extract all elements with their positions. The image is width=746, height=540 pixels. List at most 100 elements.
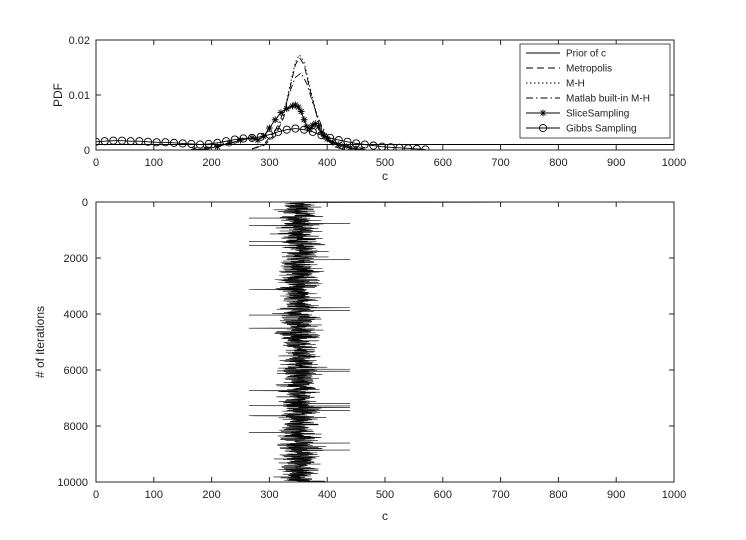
pdf-marker-circle <box>143 137 153 146</box>
trace-line <box>248 202 674 482</box>
pdf-x-tick-label: 600 <box>434 157 452 169</box>
pdf-series-gibbs-sampling <box>96 128 426 150</box>
pdf-x-tick-label: 400 <box>318 157 336 169</box>
pdf-marker-circle <box>334 136 343 145</box>
pdf-marker-circle <box>326 133 335 142</box>
pdf-marker-star <box>266 124 273 132</box>
legend-label: Matlab built-in M-H <box>566 94 650 105</box>
trace-axes-frame <box>95 201 675 483</box>
trace-x-tick-label: 600 <box>434 489 452 501</box>
trace-y-tick-label: 0 <box>82 197 88 209</box>
pdf-y-tick-label: 0.02 <box>69 35 90 47</box>
pdf-marker-circle <box>343 137 352 146</box>
pdf-marker-star <box>341 142 348 150</box>
legend-label: Metropolis <box>566 64 612 75</box>
trace-x-tick-label: 700 <box>491 489 509 501</box>
pdf-marker-star <box>289 102 296 110</box>
trace-panel: 0 100 200 300 400 500 600 700 800 900 1000 0 2000 40… <box>33 197 686 523</box>
pdf-marker-circle <box>204 139 213 148</box>
pdf-marker-circle <box>378 142 387 150</box>
trace-x-axis-label: c <box>382 509 388 523</box>
pdf-y-ticks: 0 0.01 0.02 <box>69 35 674 157</box>
trace-y-tick-label: 2000 <box>64 253 88 265</box>
pdf-marker-circle <box>169 138 179 147</box>
pdf-marker-circle <box>421 145 430 150</box>
pdf-plot-area <box>96 53 674 150</box>
pdf-x-tick-label: 0 <box>93 157 99 169</box>
pdf-marker-circle <box>161 138 170 147</box>
pdf-marker-star <box>312 120 320 127</box>
pdf-marker-circle <box>291 124 300 133</box>
pdf-marker-circle <box>360 140 369 149</box>
pdf-x-tick-label: 700 <box>491 157 509 169</box>
pdf-marker-circle <box>152 138 161 147</box>
pdf-marker-star <box>292 101 299 109</box>
pdf-marker-circle <box>221 137 231 146</box>
pdf-series-matlab-built-in-m-h <box>251 72 348 150</box>
pdf-marker-star <box>283 105 291 113</box>
pdf-marker-circle <box>135 137 144 146</box>
pdf-marker-circle <box>352 139 361 148</box>
pdf-marker-circle <box>282 125 291 134</box>
pdf-x-tick-label: 900 <box>607 157 625 169</box>
pdf-x-ticks: 0 100 200 300 400 500 600 700 800 900 1000 <box>93 40 686 169</box>
pdf-marker-circle <box>109 136 118 145</box>
pdf-x-tick-label: 300 <box>260 157 278 169</box>
trace-x-tick-label: 300 <box>260 489 278 501</box>
pdf-y-tick-label: 0 <box>84 145 90 157</box>
pdf-marker-star <box>294 103 302 111</box>
pdf-x-tick-label: 800 <box>549 157 567 169</box>
trace-y-tick-label: 8000 <box>64 421 88 433</box>
pdf-x-axis-label: c <box>382 169 388 183</box>
pdf-panel: 0 100 200 300 400 500 600 700 800 900 1000 0 0.01 0.… <box>51 35 686 183</box>
pdf-marker-circle <box>256 132 265 141</box>
pdf-marker-star <box>323 135 331 143</box>
pdf-marker-circle <box>308 127 317 136</box>
pdf-marker-star <box>329 138 337 146</box>
pdf-marker-star <box>346 144 354 150</box>
pdf-marker-circle <box>100 137 109 146</box>
pdf-marker-circle <box>395 143 404 150</box>
pdf-marker-circle <box>274 127 283 136</box>
pdf-marker-circle <box>195 140 205 149</box>
pdf-marker-circle <box>412 144 421 150</box>
pdf-x-tick-label: 100 <box>145 157 163 169</box>
legend: Prior of c Metropolis M-H Matlab built-in M… <box>519 43 671 139</box>
pdf-marker-circle <box>178 139 187 148</box>
legend-label: Gibbs Sampling <box>566 124 637 135</box>
pdf-marker-star <box>271 116 279 124</box>
pdf-marker-star <box>254 136 262 144</box>
pdf-marker-circle <box>317 131 326 140</box>
trace-y-ticks: 0 2000 4000 6000 8000 10000 <box>57 197 674 489</box>
pdf-marker-circle <box>386 143 395 150</box>
pdf-marker-star <box>277 109 285 116</box>
pdf-marker-star <box>202 145 210 150</box>
trace-x-tick-label: 1000 <box>662 489 686 501</box>
pdf-series-group <box>96 53 674 150</box>
pdf-y-axis-label: PDF <box>51 83 65 107</box>
pdf-x-tick-label: 1000 <box>662 157 686 169</box>
legend-marker-circle <box>538 123 548 133</box>
pdf-marker-circle <box>265 130 274 139</box>
trace-y-tick-label: 10000 <box>57 477 88 489</box>
pdf-marker-star <box>190 146 198 150</box>
pdf-marker-star <box>315 123 322 131</box>
trace-y-tick-label: 6000 <box>64 365 88 377</box>
pdf-marker-star <box>309 121 317 129</box>
legend-label: SliceSampling <box>566 109 629 120</box>
trace-y-axis-label: # of iterations <box>33 306 47 378</box>
trace-plot-area <box>248 202 674 482</box>
pdf-y-tick-label: 0.01 <box>69 90 90 102</box>
trace-x-tick-label: 400 <box>318 489 336 501</box>
pdf-marker-star <box>335 141 343 148</box>
legend-label: M-H <box>566 79 585 90</box>
pdf-marker-circle <box>187 139 196 148</box>
trace-x-tick-label: 800 <box>549 489 567 501</box>
trace-x-tick-label: 200 <box>202 489 220 501</box>
pdf-marker-circle <box>117 136 127 145</box>
trace-x-ticks: 0 100 200 300 400 500 600 700 800 900 1000 <box>93 202 686 501</box>
trace-y-tick-label: 4000 <box>64 309 88 321</box>
trace-x-tick-label: 900 <box>607 489 625 501</box>
pdf-marker-circle <box>248 133 257 142</box>
